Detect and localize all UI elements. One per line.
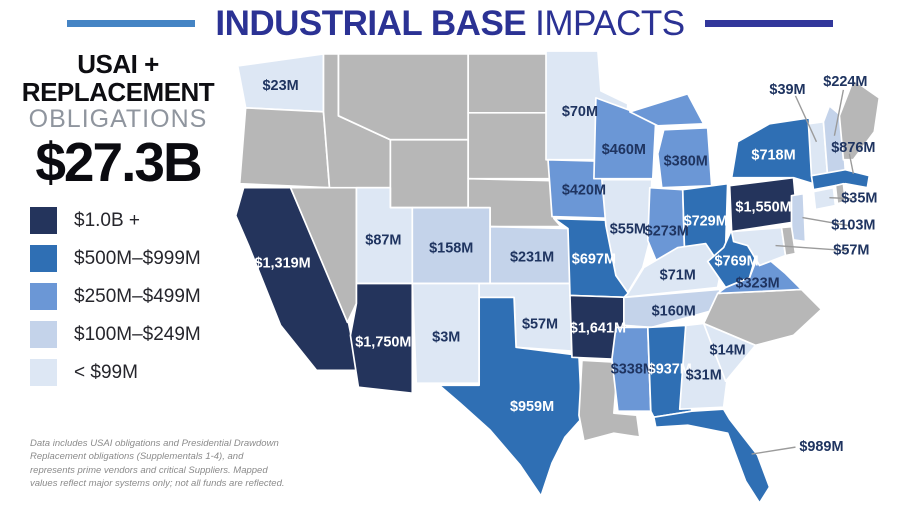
legend-swatch-t4 [30,321,57,348]
panel-line-replacement: REPLACEMENT [21,77,215,108]
state-value-label-ok: $57M [522,316,558,332]
state-value-label-tn: $160M [652,303,696,319]
state-value-label-md: $57M [833,243,869,259]
state-value-label-mo: $697M [572,252,616,268]
state-value-label-va: $323M [735,275,779,291]
total-obligations-value: $27.3B [35,130,202,193]
legend-label-t1: $1.0B + [74,209,141,231]
page-title-bold: INDUSTRIAL BASE [215,3,527,43]
state-wy [389,138,470,209]
state-value-label-al: $937M [648,361,692,377]
page-title-regular: IMPACTS [535,3,685,43]
state-value-label-sc: $14M [710,342,746,358]
state-value-label-ct: $35M [841,191,877,207]
state-value-label-ny: $718M [751,148,795,164]
panel-line-usai: USAI + [77,49,159,79]
legend-swatch-t1 [30,207,57,234]
legend-label-t2: $500M–$999M [74,247,201,269]
state-mi [628,93,705,127]
legend-swatch-t2 [30,245,57,272]
legend-item-t4: $100M–$249M [30,321,201,348]
map-legend: $1.0B + $500M–$999M $250M–$499M $100M–$249M… [30,207,201,386]
state-value-label-ia: $420M [562,183,606,199]
state-fl [652,408,771,504]
panel-line-obligations: OBLIGATIONS [28,105,208,134]
leader-line-nh [833,89,845,136]
state-value-label-nj: $103M [831,218,875,234]
leader-line-nj [802,216,849,227]
state-nd [467,53,552,114]
state-ma [810,168,871,191]
state-sd [467,111,552,180]
legend-swatch-t5 [30,359,57,386]
state-value-label-ks: $231M [510,250,554,266]
leader-line-fl [751,446,796,455]
state-value-label-oh: $729M [684,214,728,230]
state-value-label-nm: $3M [432,329,460,345]
state-value-label-mn: $70M [562,104,598,120]
state-value-label-mi: $380M [664,154,708,170]
leader-line-md [775,244,847,252]
state-tx [438,296,583,497]
state-value-label-ar: $1,641M [570,320,626,336]
state-value-label-az: $1,750M [355,334,411,350]
state-value-label-wi: $460M [602,142,646,158]
title-rule-right [704,19,833,27]
title-rule-left [67,19,196,27]
legend-item-t2: $500M–$999M [30,245,201,272]
legend-item-t5: < $99M [30,359,201,386]
leader-line-vt [794,95,818,143]
legend-label-t4: $100M–$249M [74,323,201,345]
legend-item-t3: $250M–$499M [30,283,201,310]
state-value-label-fl: $989M [799,439,843,455]
state-value-label-ky: $71M [660,267,696,283]
state-ms [611,326,652,413]
us-choropleth-map: $23M $1,319M $87M $1,750M $158M $3M $231M $57M $… [234,50,881,504]
state-value-label-ca: $1,319M [254,256,310,272]
page-title: INDUSTRIAL BASE IMPACTS [215,3,685,43]
state-mi [656,126,713,189]
legend-label-t3: $250M–$499M [74,285,201,307]
legend-swatch-t3 [30,283,57,310]
state-value-label-wa: $23M [263,78,299,94]
leader-line-ma [848,153,855,174]
state-value-label-ms: $338M [611,361,655,377]
leader-line-ct [829,196,853,200]
state-value-label-ma: $876M [831,140,875,156]
state-value-label-in: $273M [645,224,689,240]
state-value-label-vt: $39M [769,82,805,98]
legend-label-t5: < $99M [74,361,138,383]
state-value-label-pa: $1,550M [735,200,791,216]
page-header: INDUSTRIAL BASE IMPACTS [0,0,900,46]
state-value-label-ga: $31M [686,367,722,383]
obligations-panel: USAI + REPLACEMENT OBLIGATIONS $27.3B [4,50,232,191]
state-nj [790,192,807,243]
state-value-label-wv: $769M [715,254,759,270]
state-me [838,79,881,161]
state-value-label-nh: $224M [823,74,867,90]
state-value-label-ut: $87M [365,233,401,249]
state-value-label-tx: $959M [510,399,554,415]
legend-item-t1: $1.0B + [30,207,201,234]
state-tn [623,288,725,329]
footnote: Data includes USAI obligations and Presi… [30,438,285,490]
state-or [238,106,331,189]
state-ct [812,186,837,211]
state-value-label-il: $55M [610,222,646,238]
state-ga [678,322,729,411]
state-value-label-co: $158M [429,241,473,257]
